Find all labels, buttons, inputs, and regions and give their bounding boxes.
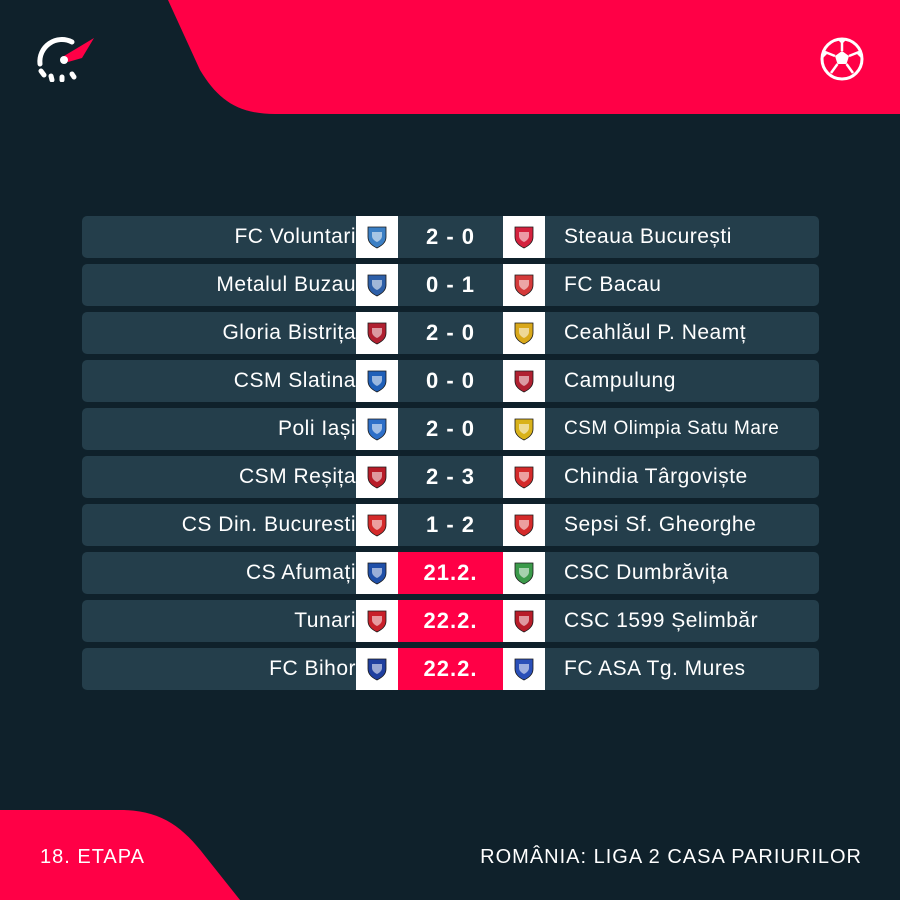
match-score: 0 - 0 [425, 368, 476, 393]
away-crest-icon [514, 514, 534, 537]
home-team-crest [356, 600, 398, 642]
match-row[interactable]: Metalul Buzau 0 - 1 FC Bacau [82, 264, 819, 306]
football-icon [820, 37, 864, 81]
away-team-crest [503, 216, 545, 258]
bottom-accent-shape [0, 810, 240, 900]
away-team-crest [503, 552, 545, 594]
match-row[interactable]: FC Bihor 22.2. FC ASA Tg. Mures [82, 648, 819, 690]
away-team-name: CSC 1599 Șelimbăr [564, 609, 759, 632]
away-team-crest [503, 360, 545, 402]
away-crest-icon [514, 466, 534, 489]
home-crest-icon [367, 322, 387, 345]
home-team-name: Gloria Bistrița [222, 321, 356, 344]
match-row[interactable]: FC Voluntari 2 - 0 Steaua București [82, 216, 819, 258]
match-row[interactable]: CS Afumați 21.2. CSC Dumbrăvița [82, 552, 819, 594]
home-team-crest [356, 648, 398, 690]
match-row[interactable]: CSM Reșița 2 - 3 Chindia Târgoviște [82, 456, 819, 498]
match-row[interactable]: Gloria Bistrița 2 - 0 Ceahlăul P. Neamț [82, 312, 819, 354]
away-crest-icon [514, 658, 534, 681]
home-team-name: CSM Slatina [233, 369, 356, 392]
home-crest-icon [367, 562, 387, 585]
flashscore-logo [37, 37, 94, 82]
away-team-name: Campulung [564, 369, 676, 392]
league-label: ROMÂNIA: LIGA 2 CASA PARIURILOR [480, 846, 862, 868]
home-crest-icon [367, 610, 387, 633]
away-crest-icon [514, 610, 534, 633]
away-crest-icon [514, 562, 534, 585]
away-team-name: Sepsi Sf. Gheorghe [564, 513, 757, 536]
match-row[interactable]: Poli Iași 2 - 0 CSM Olimpia Satu Mare [82, 408, 819, 450]
away-team-crest [503, 264, 545, 306]
match-row[interactable]: CSM Slatina 0 - 0 Campulung [82, 360, 819, 402]
match-score: 0 - 1 [425, 272, 476, 297]
home-team-crest [356, 456, 398, 498]
home-team-name: FC Voluntari [234, 225, 356, 248]
away-crest-icon [514, 274, 534, 297]
home-team-name: CS Din. Bucuresti [181, 513, 356, 536]
match-date: 21.2. [398, 552, 503, 594]
home-team-name: Poli Iași [277, 417, 356, 440]
match-score: 2 - 3 [425, 464, 476, 489]
match-score: 2 - 0 [425, 416, 476, 441]
home-crest-icon [367, 370, 387, 393]
home-team-crest [356, 312, 398, 354]
match-date: 22.2. [398, 600, 503, 642]
away-crest-icon [514, 418, 534, 441]
away-crest-icon [514, 226, 534, 249]
away-crest-icon [514, 370, 534, 393]
home-team-crest [356, 216, 398, 258]
match-row[interactable]: Tunari 22.2. CSC 1599 Șelimbăr [82, 600, 819, 642]
match-row[interactable]: CS Din. Bucuresti 1 - 2 Sepsi Sf. Gheorghe [82, 504, 819, 546]
home-team-name: CSM Reșița [238, 465, 356, 488]
home-team-crest [356, 552, 398, 594]
home-crest-icon [367, 658, 387, 681]
away-team-crest [503, 456, 545, 498]
away-team-crest [503, 648, 545, 690]
home-team-crest [356, 408, 398, 450]
home-crest-icon [367, 274, 387, 297]
away-team-crest [503, 408, 545, 450]
home-crest-icon [367, 418, 387, 441]
home-team-name: CS Afumați [245, 561, 356, 584]
home-team-crest [356, 360, 398, 402]
home-team-name: Metalul Buzau [216, 273, 356, 296]
match-score: 1 - 2 [425, 512, 476, 537]
match-score: 2 - 0 [425, 224, 476, 249]
home-crest-icon [367, 226, 387, 249]
away-team-crest [503, 504, 545, 546]
home-team-name: Tunari [294, 609, 356, 632]
away-team-name: Ceahlăul P. Neamț [564, 321, 747, 344]
home-team-crest [356, 504, 398, 546]
match-date: 22.2. [398, 648, 503, 690]
away-team-name: Steaua București [564, 225, 732, 248]
away-team-crest [503, 600, 545, 642]
away-team-name: Chindia Târgoviște [564, 465, 748, 488]
home-team-name: FC Bihor [269, 657, 356, 680]
home-crest-icon [367, 466, 387, 489]
away-team-crest [503, 312, 545, 354]
away-crest-icon [514, 322, 534, 345]
home-team-crest [356, 264, 398, 306]
away-team-name: CSC Dumbrăvița [564, 561, 729, 584]
round-label: 18. ETAPA [40, 846, 145, 868]
home-crest-icon [367, 514, 387, 537]
results-table: FC Voluntari 2 - 0 Steaua București Metalul… [82, 216, 819, 696]
away-team-name: CSM Olimpia Satu Mare [564, 418, 780, 439]
away-team-name: FC ASA Tg. Mures [564, 657, 746, 680]
away-team-name: FC Bacau [564, 273, 662, 296]
top-accent-shape [168, 0, 900, 114]
match-score: 2 - 0 [425, 320, 476, 345]
